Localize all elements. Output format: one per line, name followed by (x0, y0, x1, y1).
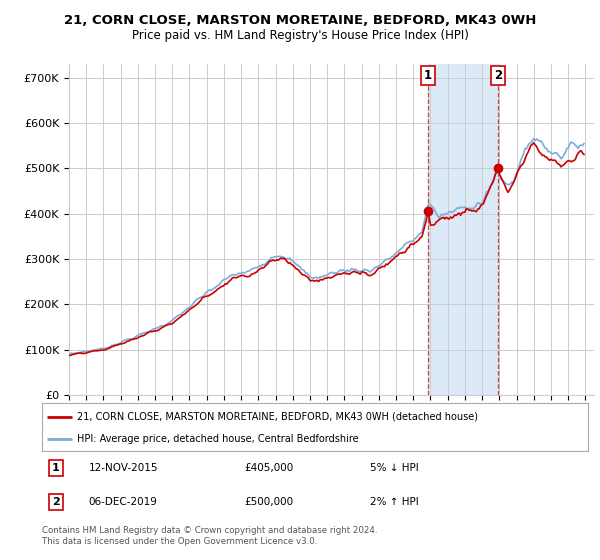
Text: £405,000: £405,000 (244, 463, 293, 473)
Bar (428, 64, 498, 395)
Text: 06-DEC-2019: 06-DEC-2019 (88, 497, 157, 507)
Text: 2: 2 (494, 69, 502, 82)
Text: 1: 1 (52, 463, 59, 473)
Text: HPI: Average price, detached house, Central Bedfordshire: HPI: Average price, detached house, Cent… (77, 434, 359, 444)
Text: 2% ↑ HPI: 2% ↑ HPI (370, 497, 418, 507)
Text: Contains HM Land Registry data © Crown copyright and database right 2024.
This d: Contains HM Land Registry data © Crown c… (42, 526, 377, 546)
Text: £500,000: £500,000 (244, 497, 293, 507)
Text: 2: 2 (52, 497, 59, 507)
Text: 1: 1 (424, 69, 433, 82)
Text: 12-NOV-2015: 12-NOV-2015 (88, 463, 158, 473)
Text: 5% ↓ HPI: 5% ↓ HPI (370, 463, 418, 473)
Text: 21, CORN CLOSE, MARSTON MORETAINE, BEDFORD, MK43 0WH: 21, CORN CLOSE, MARSTON MORETAINE, BEDFO… (64, 14, 536, 27)
Text: Price paid vs. HM Land Registry's House Price Index (HPI): Price paid vs. HM Land Registry's House … (131, 29, 469, 42)
Text: 21, CORN CLOSE, MARSTON MORETAINE, BEDFORD, MK43 0WH (detached house): 21, CORN CLOSE, MARSTON MORETAINE, BEDFO… (77, 412, 478, 422)
